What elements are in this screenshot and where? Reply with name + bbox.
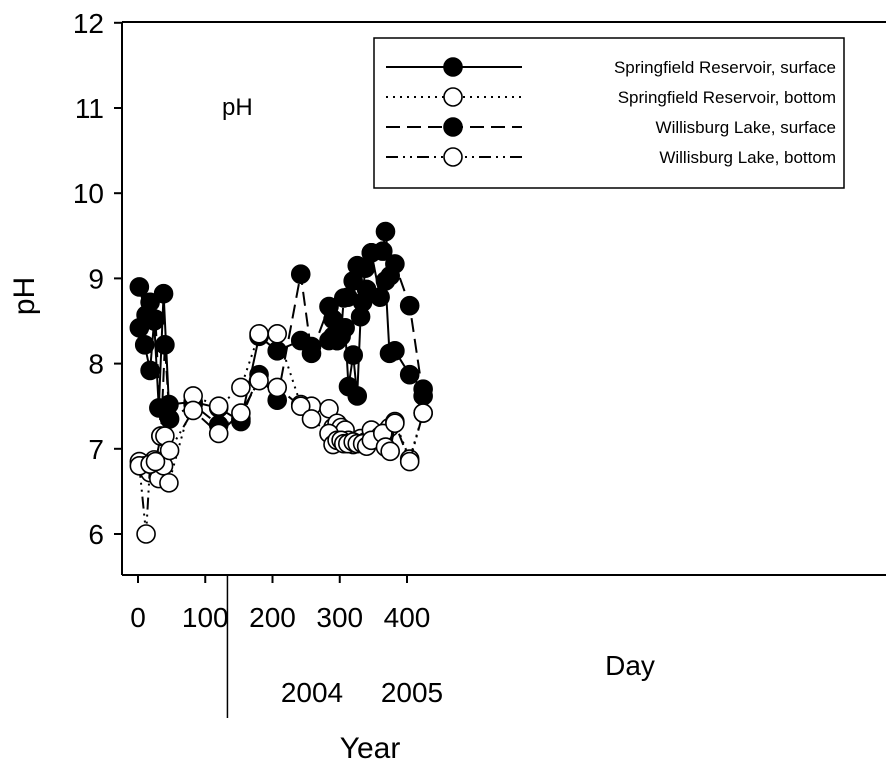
data-point bbox=[208, 396, 229, 417]
plot-series bbox=[129, 221, 433, 544]
y-tick-label: 6 bbox=[88, 519, 104, 550]
series-willisburg-lake-bottom bbox=[129, 370, 433, 544]
data-point bbox=[385, 341, 405, 361]
data-point bbox=[145, 451, 166, 472]
data-point bbox=[267, 377, 288, 398]
data-point bbox=[155, 335, 175, 355]
data-point bbox=[347, 386, 368, 406]
y-tick-label: 9 bbox=[88, 263, 104, 294]
data-point bbox=[380, 441, 400, 462]
legend-label: Springfield Reservoir, surface bbox=[614, 58, 836, 77]
legend-marker bbox=[443, 117, 463, 137]
data-point bbox=[356, 279, 377, 300]
year-axis-title: Year bbox=[340, 732, 401, 765]
x-tick-label: 200 bbox=[249, 602, 296, 633]
data-point bbox=[267, 323, 288, 344]
data-point bbox=[134, 335, 155, 355]
y-tick-label: 7 bbox=[88, 434, 104, 465]
year-label-2005: 2005 bbox=[381, 677, 443, 708]
y-tick-label: 8 bbox=[88, 349, 104, 380]
data-point bbox=[385, 254, 405, 274]
y-tick-label: 11 bbox=[75, 93, 104, 124]
data-point bbox=[319, 296, 339, 317]
data-point bbox=[301, 409, 322, 429]
data-point bbox=[249, 323, 269, 344]
legend-label: Springfield Reservoir, bottom bbox=[618, 88, 836, 107]
year-label-2004: 2004 bbox=[281, 677, 343, 708]
data-point bbox=[231, 377, 251, 398]
data-point bbox=[249, 370, 269, 391]
data-point bbox=[413, 386, 433, 406]
data-point bbox=[413, 403, 433, 423]
data-point bbox=[290, 264, 311, 284]
x-tick-label: 400 bbox=[384, 602, 431, 633]
x-tick-label: 0 bbox=[130, 602, 146, 633]
data-point bbox=[159, 440, 180, 461]
x-tick-label: 100 bbox=[182, 602, 229, 633]
data-point bbox=[140, 292, 160, 313]
data-point bbox=[375, 221, 396, 242]
y-tick-label: 12 bbox=[73, 8, 104, 39]
data-point bbox=[267, 341, 288, 361]
legend-marker bbox=[443, 147, 463, 167]
data-point bbox=[145, 309, 166, 330]
x-axis-title: Day bbox=[605, 650, 655, 681]
data-point bbox=[399, 364, 420, 385]
axes: 6 7 8 9 10 11 12 0 100 200 300 400 bbox=[73, 8, 886, 718]
data-point bbox=[208, 423, 229, 444]
data-point bbox=[301, 343, 322, 364]
data-point bbox=[183, 400, 203, 421]
data-point bbox=[136, 524, 156, 544]
x-tick-label: 300 bbox=[316, 602, 363, 633]
legend: Springfield Reservoir, surface Springfiel… bbox=[373, 37, 845, 189]
legend-marker bbox=[443, 57, 463, 77]
legend-label: Willisburg Lake, bottom bbox=[659, 148, 836, 167]
data-point bbox=[159, 409, 180, 429]
data-point bbox=[159, 473, 179, 493]
legend-marker bbox=[443, 87, 463, 107]
data-point bbox=[399, 451, 420, 472]
data-point bbox=[290, 396, 311, 417]
data-point bbox=[385, 413, 405, 434]
data-point bbox=[347, 255, 368, 276]
data-point bbox=[129, 277, 150, 297]
data-point bbox=[372, 241, 393, 261]
data-point bbox=[331, 323, 351, 344]
y-tick-label: 10 bbox=[73, 178, 104, 209]
data-point bbox=[140, 360, 160, 381]
data-point bbox=[399, 295, 420, 316]
y-axis-title: pH bbox=[8, 277, 41, 315]
data-point bbox=[343, 345, 364, 365]
panel-label: pH bbox=[222, 94, 253, 121]
data-point bbox=[231, 403, 251, 423]
legend-label: Willisburg Lake, surface bbox=[656, 118, 836, 137]
